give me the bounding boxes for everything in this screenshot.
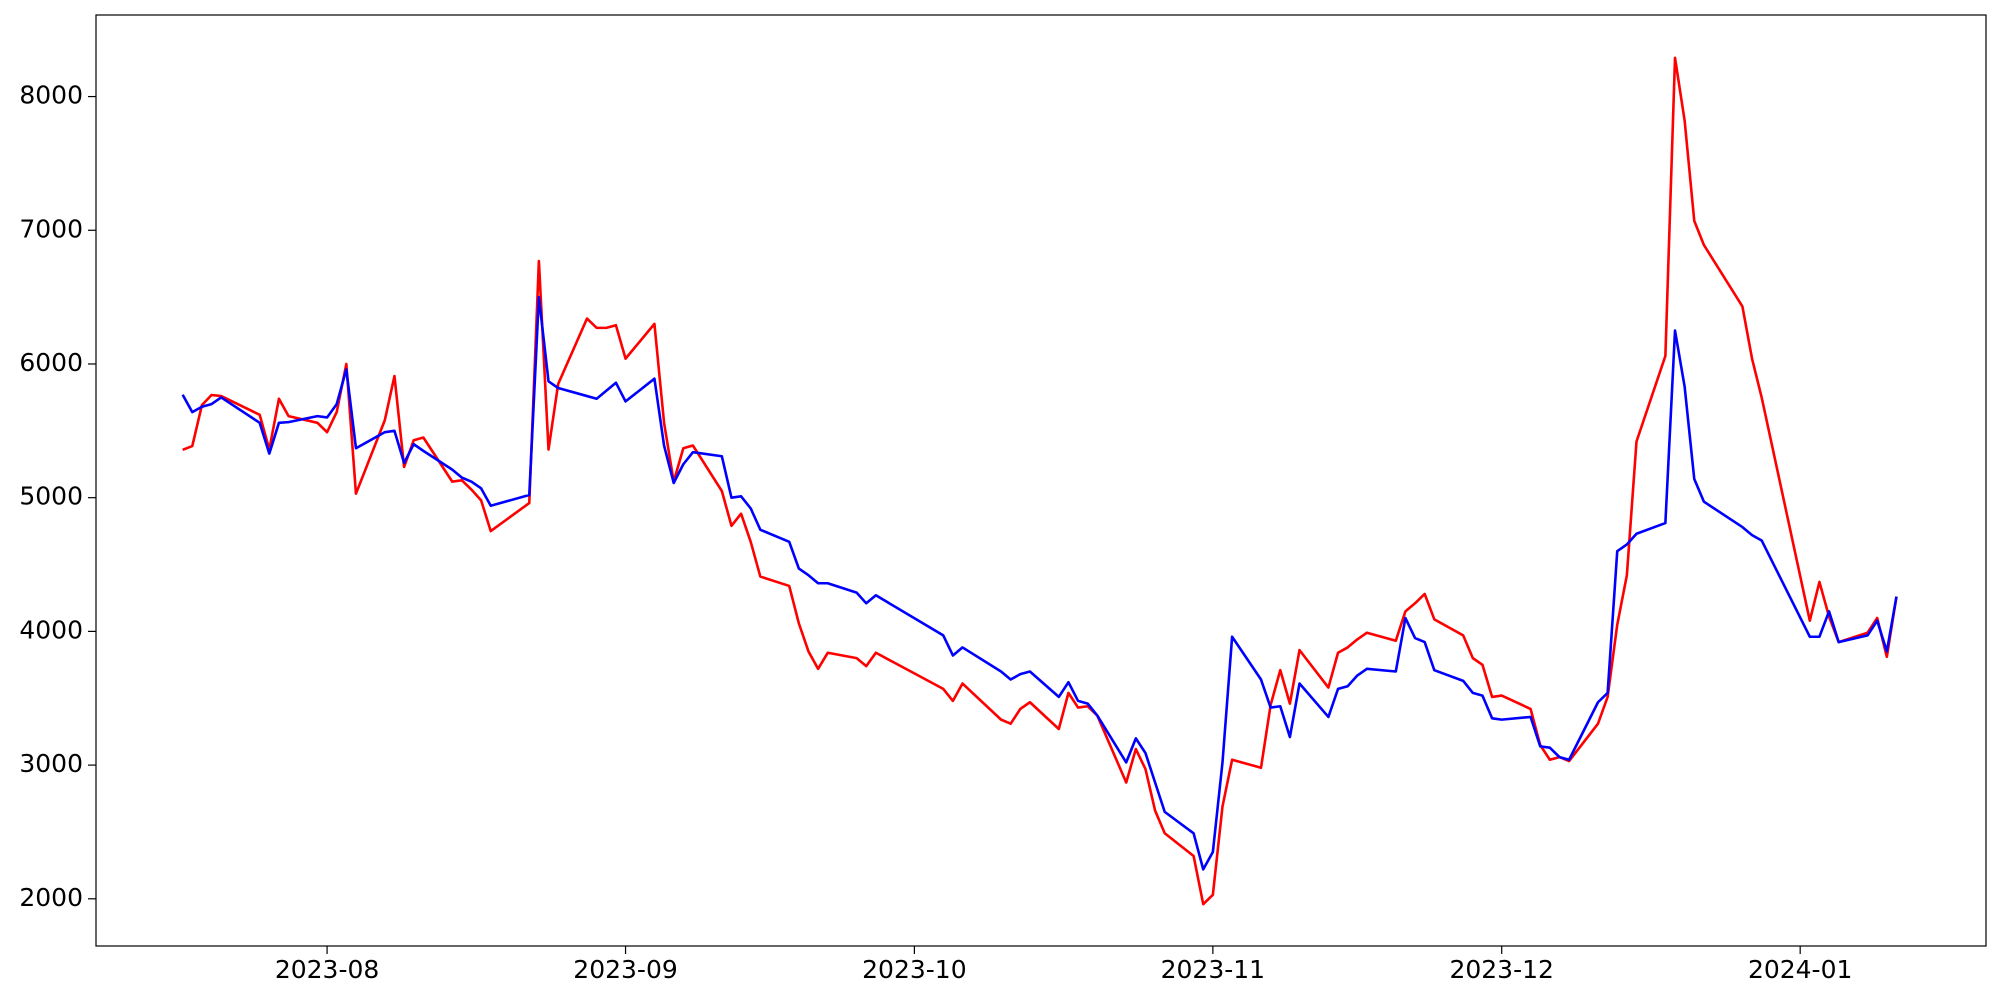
y-tick-label: 7000	[19, 214, 83, 243]
x-tick-label: 2023-12	[1449, 955, 1553, 984]
y-tick-label: 5000	[19, 482, 83, 511]
y-tick-label: 3000	[19, 749, 83, 778]
y-tick-label: 6000	[19, 348, 83, 377]
series-line	[182, 56, 1898, 906]
x-tick-label: 2023-08	[275, 955, 379, 984]
x-tick-label: 2023-09	[573, 955, 677, 984]
y-tick-label: 8000	[19, 81, 83, 110]
plot-frame	[95, 14, 1987, 947]
y-tick-label: 2000	[19, 883, 83, 912]
series-line	[181, 295, 1898, 871]
x-tick-label: 2023-10	[862, 955, 966, 984]
x-tick-label: 2024-01	[1748, 955, 1852, 984]
y-tick-label: 4000	[19, 615, 83, 644]
x-tick-label: 2023-11	[1161, 955, 1265, 984]
